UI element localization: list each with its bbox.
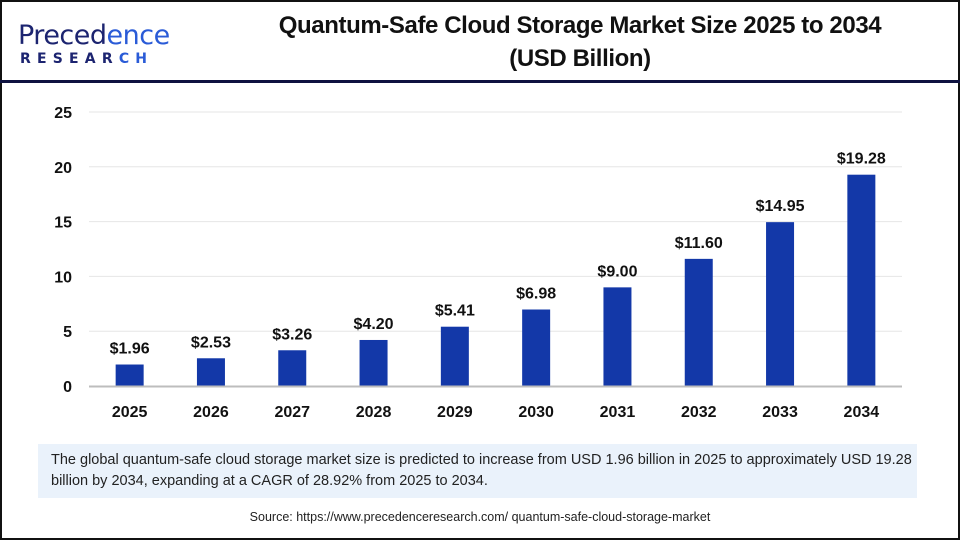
summary-box: The global quantum-safe cloud storage ma… [38,444,917,498]
x-tick-label: 2032 [681,404,717,421]
x-tick-label: 2027 [274,404,310,421]
data-label: $14.95 [756,198,805,215]
data-label: $2.53 [191,334,231,351]
x-tick-label: 2031 [600,404,636,421]
data-label: $3.26 [272,326,312,343]
chart-title: Quantum-Safe Cloud Storage Market Size 2… [200,9,960,75]
x-tick-label: 2034 [844,404,880,421]
header-divider [0,80,960,83]
x-tick-label: 2028 [356,404,392,421]
x-tick-label: 2026 [193,404,229,421]
data-label: $1.96 [110,341,150,358]
data-label: $4.20 [354,316,394,333]
x-tick-label: 2030 [518,404,554,421]
chart-title-line1: Quantum-Safe Cloud Storage Market Size 2… [278,12,882,39]
bar-2027 [278,350,307,386]
source-citation: Source: https://www.precedenceresearch.c… [249,510,711,524]
x-tick-label: 2025 [112,404,148,421]
y-tick-label: 25 [54,105,72,122]
logo-wordmark: Precedence [18,20,170,51]
bar-2034 [847,174,876,386]
data-label: $9.00 [597,263,637,280]
data-label: $5.41 [435,303,475,320]
data-label: $11.60 [675,235,723,252]
logo-subtext: RESEARCH [20,51,154,67]
precedence-research-logo: Precedence RESEARCH [18,20,170,67]
y-tick-label: 5 [63,324,72,341]
bar-2028 [359,339,388,386]
y-tick-label: 20 [54,160,72,177]
x-tick-label: 2029 [437,404,473,421]
bar-2025 [115,364,144,386]
data-label: $6.98 [516,285,556,302]
x-tick-label: 2033 [762,404,798,421]
bar-2033 [766,222,795,386]
y-tick-label: 10 [54,269,72,286]
data-label: $19.28 [837,151,886,168]
bar-2030 [522,309,551,386]
bar-2031 [603,287,632,386]
logo-main-text: Precedence [18,20,170,51]
chart-title-line2: (USD Billion) [509,45,651,72]
bar-2026 [196,358,225,386]
bar-2029 [440,326,469,386]
summary-text: The global quantum-safe cloud storage ma… [51,452,912,489]
y-tick-label: 0 [63,379,72,396]
y-tick-label: 15 [54,215,72,232]
bar-2032 [684,258,713,386]
